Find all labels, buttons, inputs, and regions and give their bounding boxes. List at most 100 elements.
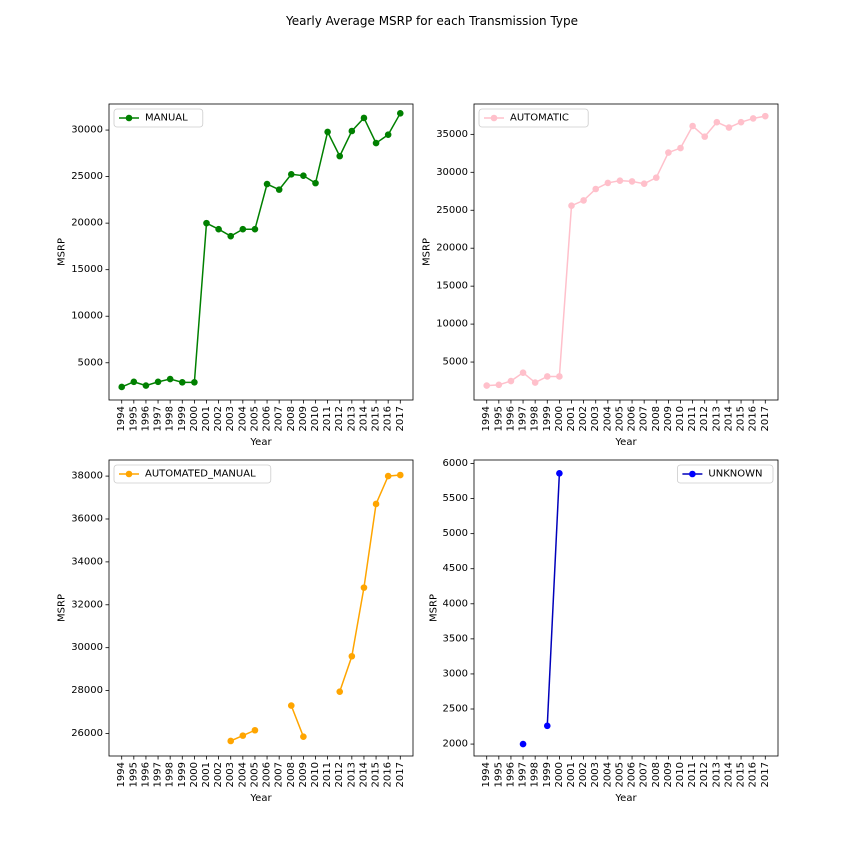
x-tick-label: 1999 <box>177 762 188 787</box>
x-tick-label: 2005 <box>614 762 625 787</box>
axes-frame <box>473 459 779 757</box>
data-point <box>384 472 392 480</box>
data-point <box>336 152 344 160</box>
x-axis-label: Year <box>249 437 272 448</box>
x-tick-label: 1997 <box>518 406 529 431</box>
data-point <box>227 232 235 240</box>
data-point <box>568 202 575 210</box>
data-point <box>227 737 235 745</box>
data-point <box>519 369 527 376</box>
x-tick-label: 2004 <box>602 762 613 787</box>
data-point <box>640 180 648 187</box>
data-point <box>628 178 636 185</box>
x-tick-label: 2017 <box>395 762 406 787</box>
x-tick-label: 2005 <box>249 406 260 431</box>
x-tick-label: 2009 <box>298 406 309 431</box>
data-point <box>737 118 745 126</box>
x-tick-label: 2006 <box>262 406 273 431</box>
legend-marker <box>490 114 498 122</box>
data-point <box>580 197 587 204</box>
data-point <box>495 381 503 389</box>
data-point <box>336 688 344 695</box>
data-point <box>543 373 551 380</box>
x-tick-label: 1994 <box>116 762 127 787</box>
data-point <box>154 378 162 386</box>
data-point <box>287 702 295 709</box>
axes-frame <box>108 459 414 757</box>
data-point <box>239 225 247 233</box>
x-tick-label: 1996 <box>140 406 151 431</box>
x-tick-label: 1999 <box>542 762 553 787</box>
x-tick-label: 2014 <box>358 762 369 787</box>
legend-box <box>478 108 589 128</box>
data-point <box>652 174 660 181</box>
x-tick-label: 2001 <box>566 406 577 431</box>
x-tick-label: 2017 <box>395 406 406 431</box>
data-point <box>324 128 331 136</box>
y-tick-label: 2500 <box>443 704 468 715</box>
legend-label: UNKNOWN <box>708 469 762 480</box>
y-axis-label: MSRP <box>57 238 68 266</box>
x-tick-label: 2010 <box>310 406 321 431</box>
series-line <box>339 474 401 692</box>
data-point <box>251 225 259 233</box>
y-tick-label: 25000 <box>436 205 468 216</box>
x-tick-label: 1997 <box>518 762 529 787</box>
x-tick-label: 1995 <box>493 406 504 431</box>
x-tick-label: 2013 <box>346 406 357 431</box>
x-tick-label: 1997 <box>153 406 164 431</box>
y-tick-label: 34000 <box>71 556 103 567</box>
x-tick-label: 2002 <box>213 762 224 787</box>
data-point <box>275 186 283 193</box>
x-tick-label: 2016 <box>383 762 394 787</box>
x-tick-label: 2011 <box>322 762 333 787</box>
x-tick-label: 1994 <box>116 406 127 431</box>
x-tick-label: 2010 <box>675 406 686 431</box>
x-tick-label: 2001 <box>201 762 212 787</box>
y-axis-label: MSRP <box>422 238 433 266</box>
data-point <box>251 726 259 734</box>
y-tick-label: 30000 <box>436 167 468 178</box>
figure-title: Yearly Average MSRP for each Transmissio… <box>285 14 579 28</box>
y-tick-label: 10000 <box>71 311 103 322</box>
data-point <box>677 144 684 152</box>
data-point <box>142 382 150 389</box>
y-tick-label: 38000 <box>71 471 103 482</box>
x-tick-label: 2006 <box>262 762 273 787</box>
x-tick-label: 2000 <box>189 762 200 787</box>
x-tick-label: 2013 <box>346 762 357 787</box>
data-point <box>396 471 404 479</box>
data-point <box>749 115 757 122</box>
y-tick-label: 6000 <box>443 458 468 469</box>
x-tick-label: 1995 <box>128 406 139 431</box>
y-tick-label: 36000 <box>71 513 103 524</box>
data-point <box>556 470 563 477</box>
y-tick-label: 30000 <box>71 642 103 653</box>
x-tick-label: 2011 <box>687 762 698 787</box>
data-point <box>543 722 551 730</box>
x-tick-label: 2011 <box>687 406 698 431</box>
data-point <box>372 500 380 508</box>
x-tick-label: 1998 <box>165 762 176 787</box>
legend-marker <box>125 470 133 478</box>
x-tick-label: 2002 <box>578 406 589 431</box>
data-point <box>689 122 696 130</box>
y-tick-label: 20000 <box>436 243 468 254</box>
data-point <box>592 185 600 193</box>
y-tick-label: 4000 <box>443 598 468 609</box>
series-line <box>546 473 561 726</box>
x-tick-label: 1999 <box>542 406 553 431</box>
x-tick-label: 2014 <box>358 406 369 431</box>
x-tick-label: 2012 <box>699 762 710 787</box>
x-tick-label: 2011 <box>322 406 333 431</box>
x-tick-label: 1996 <box>505 406 516 431</box>
x-tick-label: 2002 <box>213 406 224 431</box>
x-tick-label: 2009 <box>663 762 674 787</box>
y-tick-label: 20000 <box>71 218 103 229</box>
legend-marker <box>125 114 133 122</box>
x-tick-label: 1995 <box>128 762 139 787</box>
data-point <box>725 124 733 131</box>
x-tick-label: 2012 <box>334 406 345 431</box>
data-point <box>761 112 769 120</box>
subplot-2: 1994 1995 1996 1997 1998 1999 2000 2001 2002 2003… <box>422 103 779 448</box>
